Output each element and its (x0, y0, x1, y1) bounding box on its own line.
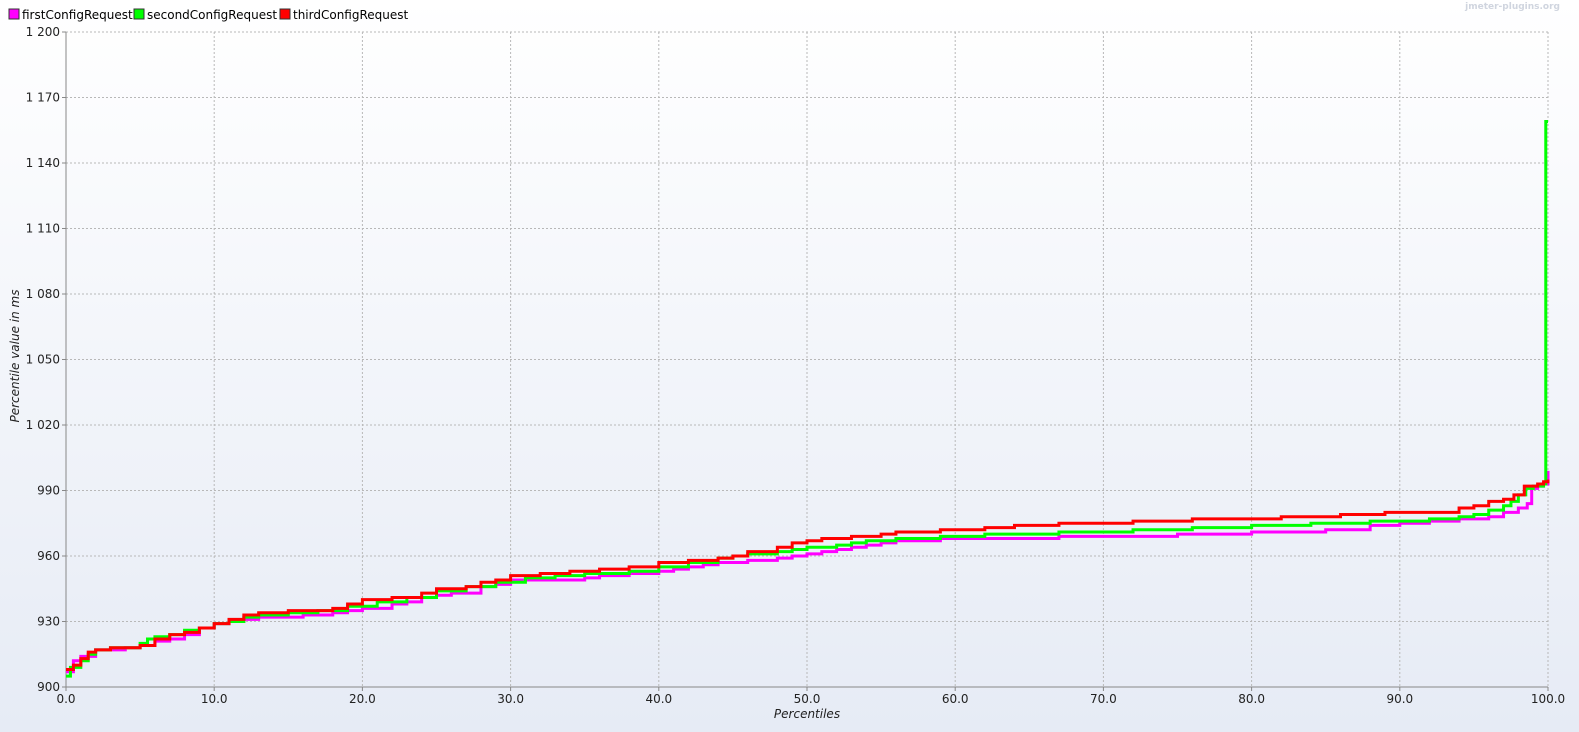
legend-label: secondConfigRequest (147, 8, 277, 22)
grid (65, 31, 1549, 688)
y-tick-label: 1 170 (26, 91, 60, 105)
y-tick-label: 1 140 (26, 156, 60, 170)
y-tick-label: 1 050 (26, 353, 60, 367)
y-tick-label: 1 200 (26, 25, 60, 39)
x-axis-title: Percentiles (774, 707, 840, 721)
series-line-thirdConfigRequest (66, 479, 1550, 672)
x-tick-label: 60.0 (942, 692, 969, 706)
legend-swatch (8, 8, 20, 20)
legend: firstConfigRequest secondConfigRequest thi… (8, 8, 409, 22)
y-axis-title: Percentile value in ms (8, 290, 22, 423)
y-tick-label: 990 (37, 484, 60, 498)
y-tick-label: 1 110 (26, 222, 60, 236)
axes: 0.0 10.0 20.0 30.0 40.0 50.0 60.0 70.0 80.0 90.0 1… (26, 25, 1566, 706)
legend-label: firstConfigRequest (22, 8, 133, 22)
x-tick-label: 40.0 (645, 692, 672, 706)
x-tick-label: 80.0 (1238, 692, 1265, 706)
y-tick-label: 930 (37, 615, 60, 629)
legend-label: thirdConfigRequest (293, 8, 409, 22)
x-tick-label: 50.0 (794, 692, 821, 706)
x-tick-label: 100.0 (1531, 692, 1565, 706)
x-tick-label: 10.0 (201, 692, 228, 706)
y-tick-label: 1 080 (26, 287, 60, 301)
x-tick-label: 90.0 (1386, 692, 1413, 706)
x-tick-label: 20.0 (349, 692, 376, 706)
y-tick-label: 960 (37, 549, 60, 563)
watermark: jmeter-plugins.org (1464, 2, 1560, 12)
x-tick-label: 30.0 (497, 692, 524, 706)
legend-swatch (279, 8, 291, 20)
y-tick-label: 900 (37, 680, 60, 694)
legend-swatch (133, 8, 145, 20)
series-lines (66, 120, 1550, 678)
x-tick-label: 0.0 (56, 692, 75, 706)
x-tick-label: 70.0 (1090, 692, 1117, 706)
y-tick-label: 1 020 (26, 418, 60, 432)
